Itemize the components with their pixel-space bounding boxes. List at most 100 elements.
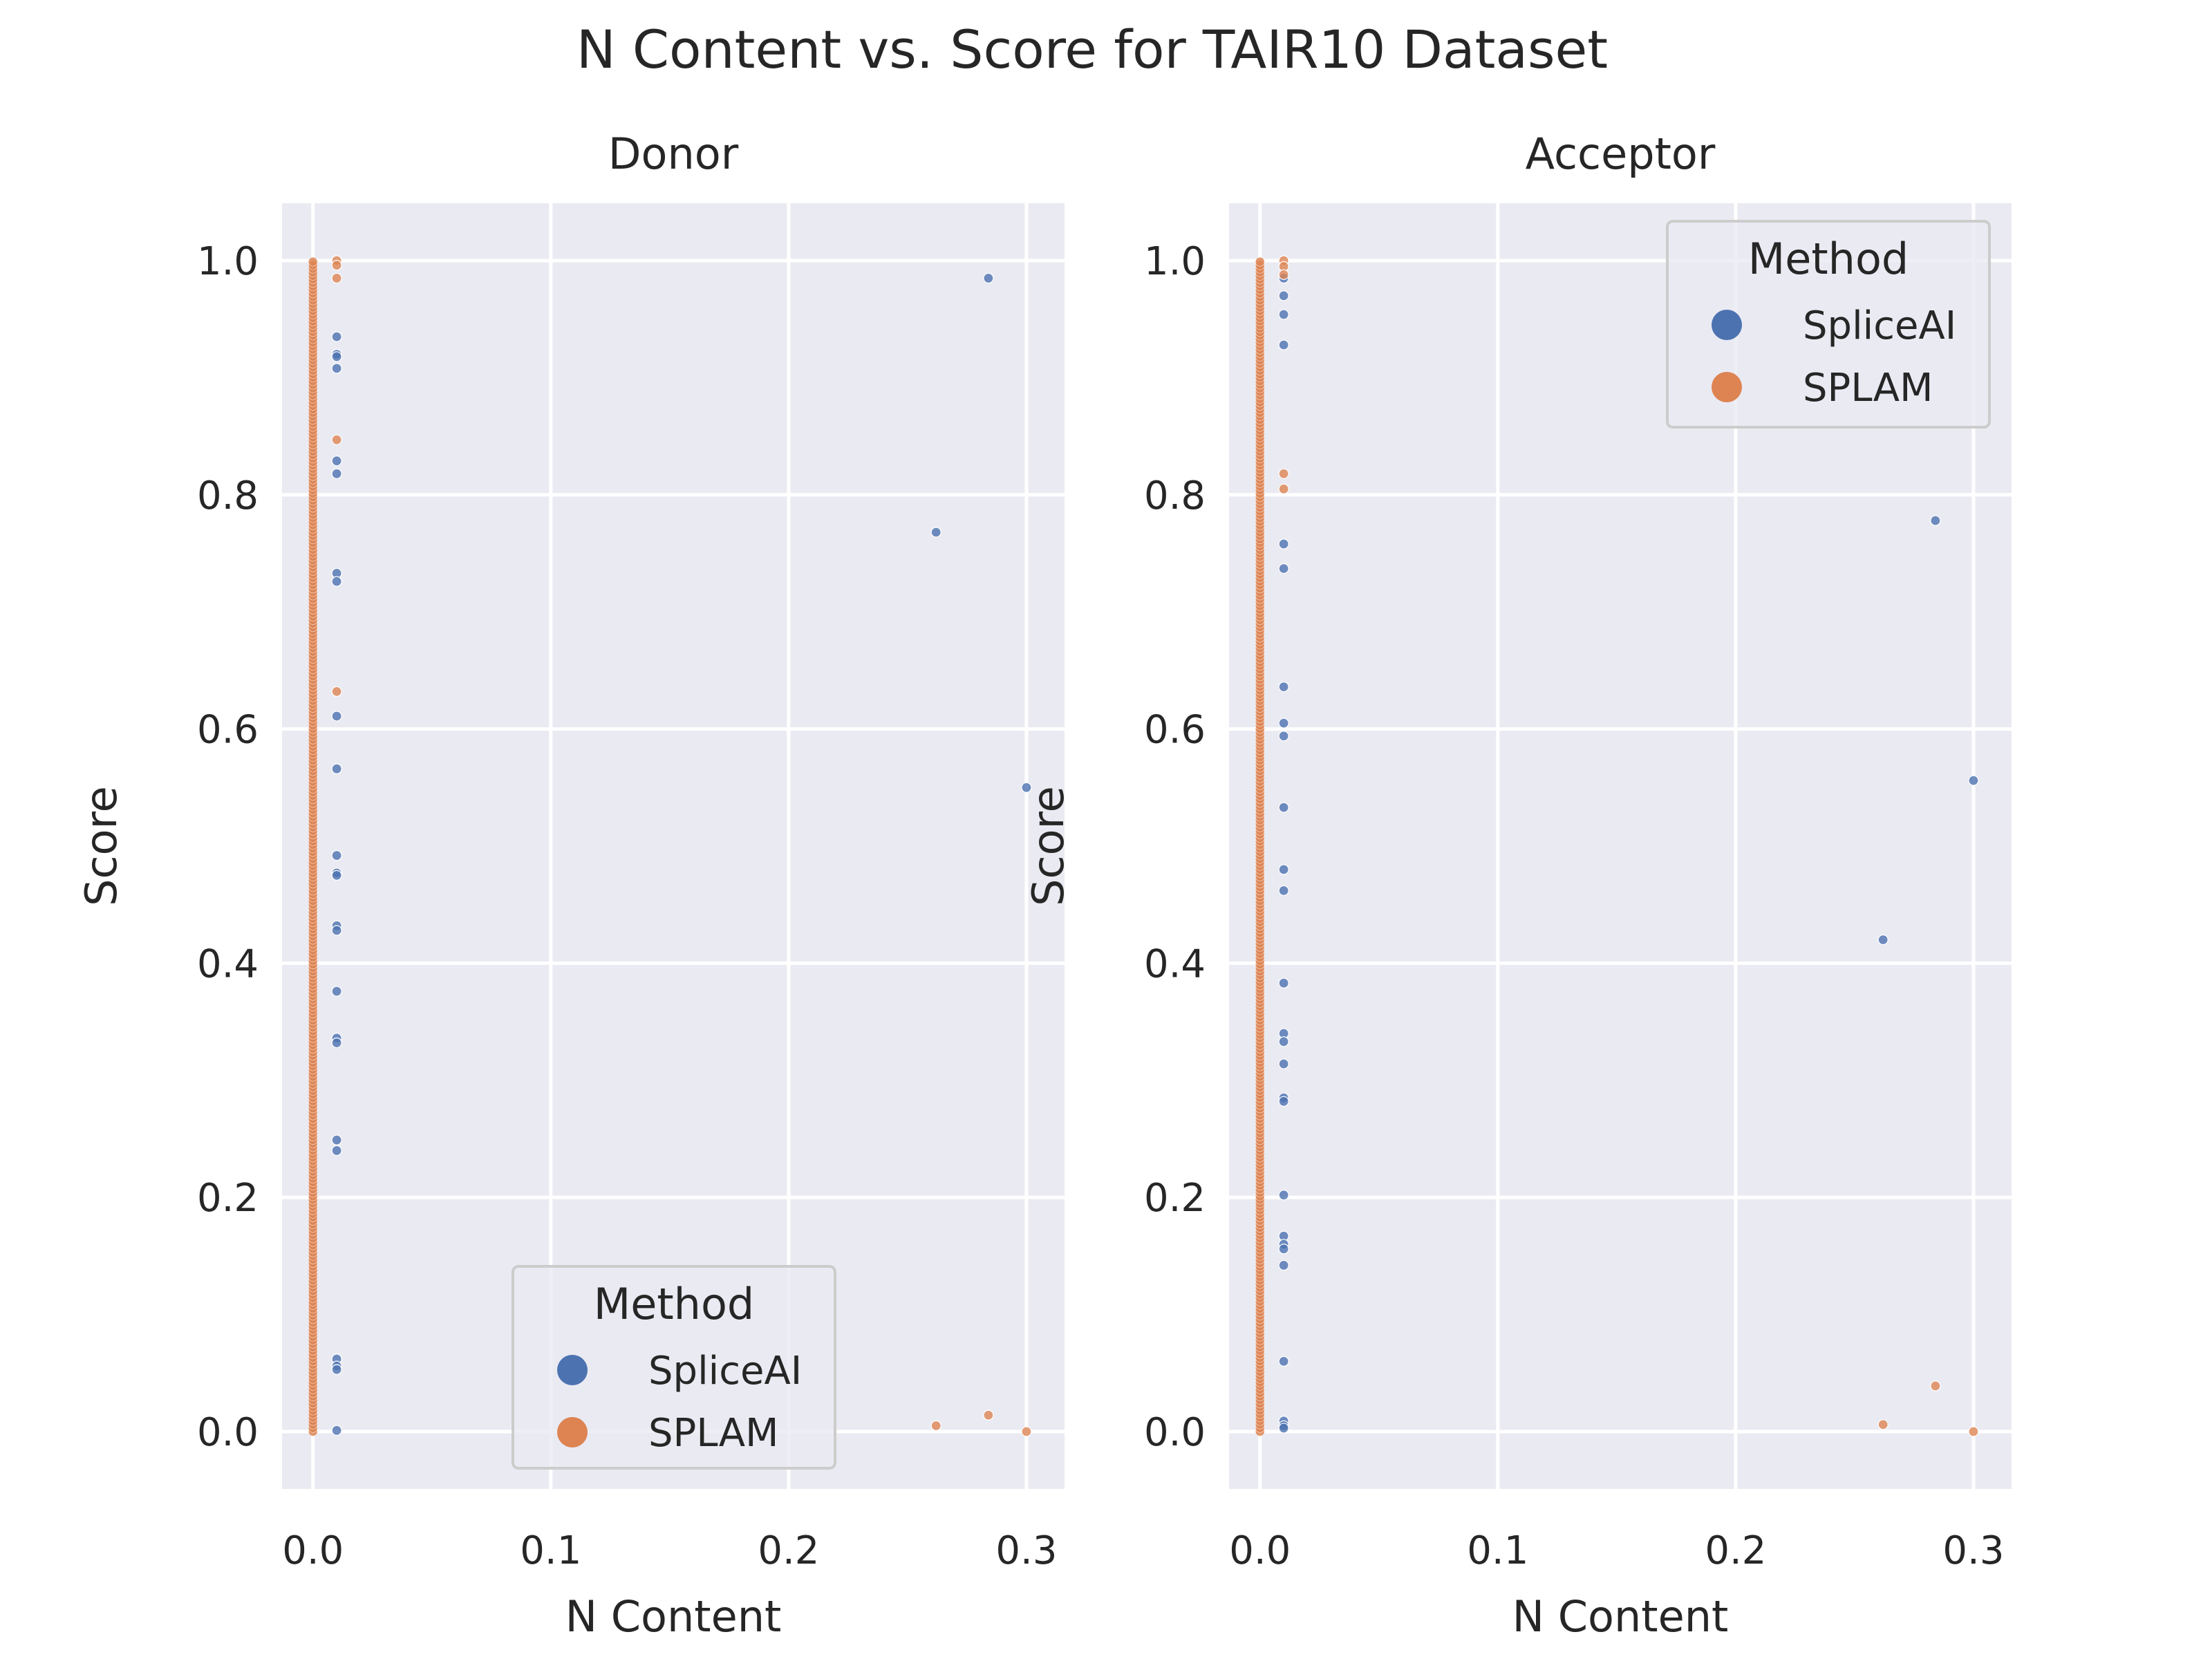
acceptor-y-tick-label: 0.2 <box>1144 1176 1206 1221</box>
donor-spliceai-point <box>983 272 994 284</box>
acceptor-legend-label-spliceai: SpliceAI <box>1803 303 1956 348</box>
acceptor-splam-point <box>1877 1419 1888 1430</box>
donor-spliceai-point <box>331 1145 342 1156</box>
donor-legend-box <box>512 1265 836 1470</box>
acceptor-spliceai-point <box>1278 977 1289 988</box>
donor-legend: Method SpliceAI SPLAM <box>512 1265 836 1470</box>
donor-y-tick-label: 0.2 <box>197 1176 259 1221</box>
acceptor-spliceai-point <box>1278 802 1289 813</box>
acceptor-y-tick-label: 0.0 <box>1144 1410 1206 1455</box>
donor-legend-title: Method <box>594 1279 755 1329</box>
donor-legend-marker-splam <box>557 1417 588 1447</box>
acceptor-legend-marker-spliceai <box>1712 310 1742 340</box>
figure-title: N Content vs. Score for TAIR10 Dataset <box>577 19 1608 80</box>
donor-spliceai-point <box>331 1134 342 1145</box>
donor-spliceai-point <box>930 527 941 538</box>
donor-splam-point <box>1021 1426 1032 1437</box>
acceptor-series-splam <box>1278 255 1979 1437</box>
acceptor-spliceai-point <box>1278 563 1289 574</box>
acceptor-spliceai-point <box>1278 718 1289 729</box>
acceptor-spliceai-point <box>1278 731 1289 742</box>
donor-spliceai-point <box>331 870 342 881</box>
donor-spliceai-point <box>331 576 342 587</box>
acceptor-y-tick-label: 0.6 <box>1144 708 1206 753</box>
donor-x-tick-label: 0.1 <box>520 1528 581 1573</box>
donor-legend-label-spliceai: SpliceAI <box>648 1349 802 1394</box>
acceptor-splam-point <box>1278 269 1289 280</box>
donor-y-axis-label: Score <box>76 786 126 906</box>
donor-splam-point <box>331 272 342 284</box>
donor-splam-zero-column <box>308 256 318 1436</box>
donor-spliceai-point <box>331 850 342 861</box>
acceptor-spliceai-point <box>1278 885 1289 896</box>
acceptor-splam-point <box>1278 483 1289 494</box>
acceptor-panel-title: Acceptor <box>1526 129 1716 179</box>
donor-splam-point <box>331 686 342 697</box>
acceptor-x-tick-label: 0.3 <box>1942 1528 2004 1573</box>
donor-spliceai-point <box>331 1425 342 1436</box>
acceptor-legend: Method SpliceAI SPLAM <box>1666 220 1991 429</box>
acceptor-splam-point <box>1278 468 1289 479</box>
donor-series-splam <box>331 255 1032 1437</box>
acceptor-legend-title: Method <box>1748 234 1909 284</box>
donor-legend-label-splam: SPLAM <box>648 1411 778 1456</box>
acceptor-spliceai-point <box>1278 1190 1289 1201</box>
donor-x-tick-label: 0.0 <box>282 1528 344 1573</box>
donor-splam-point <box>308 256 318 267</box>
acceptor-splam-point <box>1930 1380 1941 1391</box>
donor-y-tick-label: 0.4 <box>197 941 259 986</box>
acceptor-spliceai-point <box>1278 1058 1289 1069</box>
donor-splam-point <box>331 260 342 271</box>
acceptor-spliceai-point <box>1278 538 1289 550</box>
donor-y-tick-label: 1.0 <box>197 239 259 284</box>
donor-spliceai-point <box>331 711 342 722</box>
donor-legend-marker-spliceai <box>557 1355 588 1385</box>
acceptor-spliceai-point <box>1278 682 1289 693</box>
donor-spliceai-point <box>331 331 342 342</box>
acceptor-legend-box <box>1666 220 1991 429</box>
acceptor-spliceai-point <box>1278 1036 1289 1047</box>
acceptor-spliceai-point <box>1278 864 1289 875</box>
acceptor-x-axis-label: N Content <box>1512 1591 1729 1642</box>
donor-y-tick-label: 0.6 <box>197 708 259 753</box>
acceptor-y-tick-label: 0.8 <box>1144 474 1206 518</box>
acceptor-panel: 0.0 0.1 0.2 0.3 0.0 0.2 0.4 0.6 0.8 1.0 N Content S… <box>1023 129 2012 1642</box>
donor-x-tick-label: 0.3 <box>995 1528 1057 1573</box>
acceptor-spliceai-point <box>1278 1423 1289 1434</box>
acceptor-series-spliceai <box>1278 272 1979 1434</box>
acceptor-spliceai-point <box>1278 1356 1289 1367</box>
donor-x-tick-label: 0.2 <box>758 1528 819 1573</box>
donor-spliceai-point <box>331 763 342 774</box>
acceptor-legend-marker-splam <box>1712 372 1742 402</box>
donor-spliceai-point <box>331 1364 342 1375</box>
donor-splam-point <box>331 434 342 445</box>
acceptor-splam-point <box>1255 256 1265 267</box>
donor-y-tick-label: 0.0 <box>197 1410 259 1455</box>
acceptor-y-tick-label: 1.0 <box>1144 239 1206 284</box>
acceptor-spliceai-point <box>1968 775 1979 786</box>
donor-spliceai-point <box>331 468 342 479</box>
donor-spliceai-point <box>331 986 342 997</box>
acceptor-y-tick-label: 0.4 <box>1144 941 1206 986</box>
acceptor-spliceai-point <box>1278 290 1289 301</box>
donor-splam-point <box>930 1420 941 1432</box>
donor-spliceai-point <box>331 925 342 936</box>
acceptor-spliceai-point <box>1278 1244 1289 1255</box>
donor-y-tick-label: 0.8 <box>197 474 259 518</box>
acceptor-spliceai-point <box>1278 1096 1289 1107</box>
donor-panel-title: Donor <box>608 129 739 179</box>
donor-x-axis-label: N Content <box>565 1591 782 1642</box>
acceptor-spliceai-point <box>1877 934 1888 946</box>
acceptor-legend-label-splam: SPLAM <box>1803 366 1933 411</box>
acceptor-spliceai-point <box>1278 309 1289 320</box>
donor-spliceai-point <box>1021 782 1032 793</box>
donor-splam-point <box>983 1409 994 1421</box>
acceptor-splam-point <box>1968 1426 1979 1437</box>
donor-series-spliceai <box>331 272 1032 1436</box>
donor-spliceai-point <box>331 1037 342 1049</box>
acceptor-spliceai-point <box>1278 339 1289 350</box>
acceptor-x-tick-label: 0.2 <box>1705 1528 1766 1573</box>
acceptor-spliceai-point <box>1278 1259 1289 1271</box>
acceptor-y-axis-label: Score <box>1023 786 1074 906</box>
